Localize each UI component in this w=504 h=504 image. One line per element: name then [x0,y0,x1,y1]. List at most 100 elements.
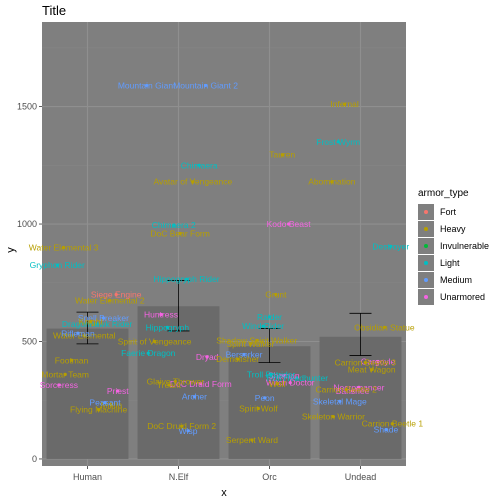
point-label: Troll Batrider [247,369,296,379]
legend-label: Fort [440,207,457,217]
legend-key-marker [424,210,428,214]
data-point [342,102,347,106]
data-point [57,383,61,387]
y-axis-label: y [5,247,17,253]
legend-key-marker [424,227,428,231]
data-point [390,422,394,426]
point-label: Archer [182,392,207,402]
data-point [357,385,361,389]
point-label: Chimaera 2 [152,220,196,230]
point-label: Faerie Dragon [121,348,176,358]
point-label: DoC Druid Form [170,379,232,389]
point-label: Water Elemental 2 [75,295,145,305]
point-label: Spirit of Vengeance [118,336,192,346]
data-point [370,368,374,372]
point-label: Necromancer [333,382,384,392]
y-tick-label: 1000 [17,219,37,229]
x-tick-label: Human [73,472,102,482]
data-point [331,415,336,419]
data-point [242,352,246,357]
data-point [344,388,348,392]
legend-key-marker [424,295,428,299]
x-axis-label: x [221,487,227,499]
point-label: Shaman [268,371,300,381]
legend-label: Light [440,258,460,268]
data-point [294,376,299,380]
data-point [389,244,393,248]
point-label: Banshee [336,386,370,396]
point-label: Dryad [196,352,219,362]
point-label: Militia [101,400,123,410]
data-point [255,338,259,342]
point-label: DoC Bear Form [150,228,210,238]
point-label: Abomination [308,177,356,187]
data-point [199,382,203,386]
legend-item: Heavy [418,221,466,237]
point-label: Chimaera [181,160,218,170]
point-label: Berserker [226,349,263,359]
point-label: Gryphon Rider [30,260,85,270]
data-point [263,396,267,400]
bar [319,336,402,459]
data-point [275,382,280,386]
point-label: Rifleman [61,328,95,338]
point-label: Grunt [265,290,287,300]
data-point [236,357,240,361]
data-point [269,372,273,376]
point-label: Hippogryph Rider [153,274,219,284]
data-point [384,427,388,432]
data-point [282,373,286,378]
data-point [288,381,292,385]
data-point [287,222,291,226]
data-point [153,339,157,344]
data-point [205,355,209,359]
point-label: Wind Rider [242,321,284,331]
legend-key-marker [424,244,428,248]
data-point [280,153,284,157]
point-label: Obsidian Statue [354,322,415,332]
data-point [82,334,86,338]
data-point [267,315,272,319]
data-point [103,400,107,405]
data-point [109,403,113,407]
point-label: Treant [157,380,182,390]
data-point [159,312,163,317]
data-point [336,140,340,144]
data-point [250,438,254,442]
legend-item: Light [418,255,460,271]
point-label: Wolf [269,379,286,389]
point-label: Peasant [89,398,121,408]
point-label: DoC Druid Form 2 [147,421,216,431]
point-label: Troll Headhunter [265,373,328,383]
point-label: Shade [374,425,399,435]
legend-label: Invulnerable [440,241,489,251]
data-point [116,389,120,393]
legend-key-marker [424,278,428,282]
point-label: Sorceress [40,380,78,390]
point-label: Wisp [179,426,198,436]
data-point [146,351,150,355]
y-axis: 0 500 1000 1500 [17,102,42,464]
point-label: Tauren [269,150,295,160]
point-label: Dragonhawk Rider [62,319,133,329]
bar [137,306,220,459]
legend-item: Unarmored [418,289,485,305]
legend-item: Invulnerable [418,238,489,254]
point-label: Water Elemental 3 [29,243,99,253]
data-point [376,359,380,364]
data-point [330,180,334,184]
data-point [95,322,99,326]
data-point [76,331,80,335]
point-label: Footman [55,355,89,365]
data-point [97,408,101,412]
point-label: Raider [257,312,282,322]
point-label: Frost Wyrm [316,137,360,147]
data-point [256,406,260,411]
data-point [186,429,190,433]
x-tick-label: Orc [262,472,277,482]
data-point [191,180,195,184]
data-point [55,263,59,267]
point-label: Siege Engine [91,290,142,300]
data-point [184,277,189,281]
data-point [192,395,197,399]
